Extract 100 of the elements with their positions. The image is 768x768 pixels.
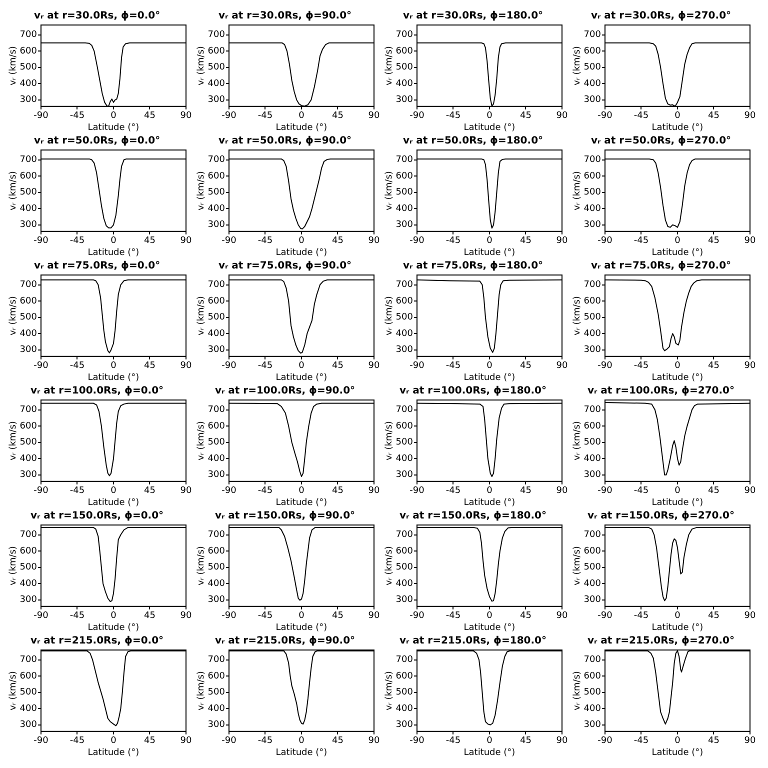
x-tick-label: 45 [332, 611, 344, 622]
chart-title: vᵣ at r=50.0Rs, ϕ=90.0° [218, 136, 352, 147]
y-tick-label: 500 [584, 688, 602, 698]
y-axis-title: vᵣ (km/s) [8, 46, 19, 86]
y-tick-label: 700 [396, 530, 414, 540]
x-axis-title: Latitude (°) [464, 372, 516, 383]
x-tick-label: 90 [744, 736, 756, 746]
x-tick-label: 45 [144, 611, 156, 622]
y-tick-label: 300 [20, 345, 38, 356]
x-tick-label: 45 [332, 361, 344, 372]
x-tick-label: 90 [368, 611, 380, 622]
x-tick-label: 0 [110, 736, 117, 746]
y-tick-label: 300 [208, 220, 226, 230]
x-tick-label: 90 [180, 736, 192, 746]
y-tick-label: 500 [20, 438, 38, 448]
chart-title: vᵣ at r=100.0Rs, ϕ=270.0° [587, 386, 735, 397]
x-tick-label: -90 [34, 111, 49, 122]
y-axis-title: vᵣ (km/s) [8, 296, 19, 336]
y-tick-label: 500 [584, 188, 602, 198]
chart-title: vᵣ at r=75.0Rs, ϕ=0.0° [34, 260, 160, 272]
x-tick-label: 0 [298, 736, 305, 746]
y-tick-label: 500 [396, 62, 414, 73]
y-tick-label: 400 [584, 204, 602, 214]
x-tick-label: 0 [674, 236, 681, 246]
x-tick-label: 45 [144, 236, 156, 246]
y-tick-label: 600 [396, 671, 414, 682]
y-tick-label: 600 [396, 46, 414, 56]
x-tick-label: -90 [598, 361, 613, 372]
x-tick-label: -45 [446, 361, 461, 372]
x-tick-label: -90 [222, 611, 237, 622]
y-tick-label: 700 [208, 405, 226, 416]
x-tick-label: 0 [298, 486, 305, 496]
y-tick-label: 600 [20, 671, 38, 682]
x-axis-title: Latitude (°) [464, 622, 516, 633]
y-tick-label: 300 [396, 95, 414, 106]
x-axis-title: Latitude (°) [652, 122, 704, 133]
y-tick-label: 700 [584, 405, 602, 416]
y-axis-title: vᵣ (km/s) [384, 171, 395, 210]
y-tick-label: 300 [584, 95, 602, 106]
y-tick-label: 500 [396, 438, 414, 448]
y-axis-title: vᵣ (km/s) [8, 421, 19, 460]
y-tick-label: 400 [20, 204, 38, 214]
x-axis-title: Latitude (°) [276, 372, 328, 383]
chart-title: vᵣ at r=30.0Rs, ϕ=270.0° [590, 10, 732, 22]
x-axis-title: Latitude (°) [276, 122, 328, 133]
y-tick-label: 700 [584, 30, 602, 40]
y-tick-label: 300 [584, 595, 602, 606]
x-tick-label: 45 [332, 736, 344, 746]
x-tick-label: 0 [674, 111, 681, 122]
x-tick-label: -45 [70, 111, 85, 122]
y-tick-label: 300 [20, 220, 38, 230]
y-tick-label: 300 [584, 345, 602, 356]
x-tick-label: 90 [744, 361, 756, 372]
x-tick-label: 0 [486, 611, 493, 622]
y-axis-title: vᵣ (km/s) [384, 296, 395, 336]
x-tick-label: -90 [410, 236, 425, 246]
x-axis-title: Latitude (°) [276, 622, 328, 633]
y-axis-title: vᵣ (km/s) [384, 546, 395, 586]
x-tick-label: 45 [144, 361, 156, 372]
x-axis-title: Latitude (°) [276, 248, 328, 258]
y-tick-label: 700 [584, 280, 602, 290]
y-tick-label: 500 [208, 688, 226, 698]
y-tick-label: 600 [20, 296, 38, 306]
y-tick-label: 600 [396, 546, 414, 556]
y-tick-label: 400 [20, 704, 38, 714]
chart-title: vᵣ at r=75.0Rs, ϕ=180.0° [402, 260, 544, 272]
y-axis-title: vᵣ (km/s) [196, 171, 207, 210]
y-tick-label: 400 [584, 78, 602, 89]
x-tick-label: -45 [70, 486, 85, 496]
y-tick-label: 700 [208, 530, 226, 540]
y-tick-label: 400 [584, 328, 602, 339]
y-tick-label: 400 [396, 704, 414, 714]
x-tick-label: 45 [520, 111, 532, 122]
chart-title: vᵣ at r=150.0Rs, ϕ=270.0° [587, 510, 735, 522]
y-tick-label: 500 [20, 562, 38, 573]
y-tick-label: 600 [208, 546, 226, 556]
y-tick-label: 600 [584, 46, 602, 56]
y-tick-label: 300 [208, 95, 226, 106]
x-tick-label: 0 [674, 736, 681, 746]
y-tick-label: 400 [396, 204, 414, 214]
x-tick-label: 0 [674, 611, 681, 622]
y-tick-label: 700 [396, 655, 414, 666]
x-tick-label: 0 [486, 236, 493, 246]
x-tick-label: 45 [708, 736, 720, 746]
x-tick-label: -45 [446, 611, 461, 622]
y-tick-label: 500 [208, 562, 226, 573]
x-axis-title: Latitude (°) [464, 748, 516, 758]
x-axis-title: Latitude (°) [464, 122, 516, 133]
x-tick-label: -45 [258, 236, 273, 246]
y-tick-label: 300 [20, 720, 38, 730]
y-tick-label: 700 [20, 655, 38, 666]
x-axis-title: Latitude (°) [652, 498, 704, 508]
x-tick-label: -90 [410, 611, 425, 622]
x-axis-title: Latitude (°) [88, 122, 140, 133]
x-tick-label: 45 [708, 236, 720, 246]
y-tick-label: 300 [208, 720, 226, 730]
x-tick-label: 45 [332, 111, 344, 122]
y-tick-label: 600 [20, 46, 38, 56]
y-axis-title: vᵣ (km/s) [384, 46, 395, 86]
y-tick-label: 700 [20, 280, 38, 290]
